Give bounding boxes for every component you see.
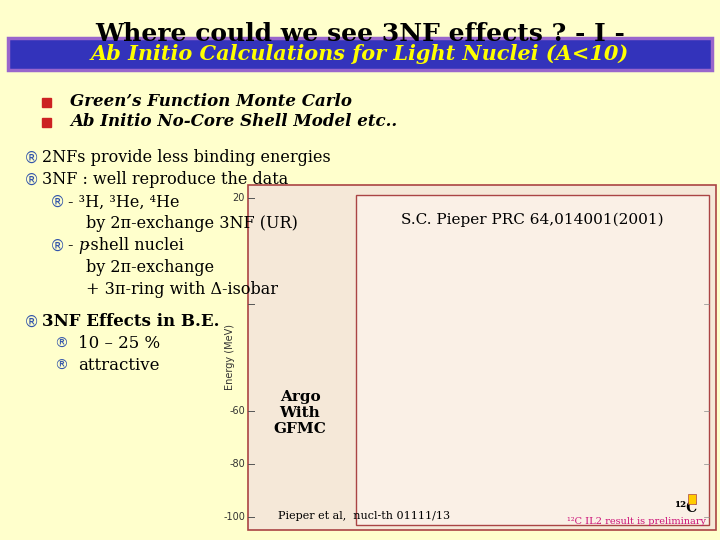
- Text: by 2π-exchange: by 2π-exchange: [86, 260, 214, 276]
- Text: 10 – 25 %: 10 – 25 %: [78, 335, 160, 353]
- Text: -: -: [68, 238, 78, 254]
- Bar: [42, 98, 51, 107]
- Text: by 2π-exchange 3NF (UR): by 2π-exchange 3NF (UR): [86, 215, 298, 233]
- Text: 3NF Effects in B.E.: 3NF Effects in B.E.: [42, 314, 220, 330]
- Bar: [8, 38, 712, 70]
- Text: 3NF : well reproduce the data: 3NF : well reproduce the data: [42, 172, 288, 188]
- Bar: [688, 494, 696, 504]
- Text: Where could we see 3NF effects ? - I -: Where could we see 3NF effects ? - I -: [95, 22, 625, 46]
- Text: ®: ®: [50, 239, 66, 253]
- Text: ®: ®: [24, 314, 40, 329]
- Text: S.C. Pieper PRC 64,014001(2001): S.C. Pieper PRC 64,014001(2001): [401, 213, 664, 227]
- Text: p: p: [78, 238, 89, 254]
- Text: With: With: [279, 406, 320, 420]
- Text: ¹²C IL2 result is preliminary: ¹²C IL2 result is preliminary: [567, 517, 706, 526]
- Text: Energy (MeV): Energy (MeV): [225, 325, 235, 390]
- Text: ®: ®: [54, 337, 68, 351]
- Text: Ab Initio Calculations for Light Nuclei (A<10): Ab Initio Calculations for Light Nuclei …: [91, 44, 629, 64]
- Text: ®: ®: [54, 359, 68, 373]
- Text: -80: -80: [229, 458, 245, 469]
- Text: -100: -100: [223, 512, 245, 522]
- Bar: [248, 185, 716, 530]
- Text: Pieper et al,  nucl-th 01111/13: Pieper et al, nucl-th 01111/13: [278, 511, 450, 521]
- Text: + 3π-ring with Δ-isobar: + 3π-ring with Δ-isobar: [86, 281, 278, 299]
- Text: ®: ®: [24, 172, 40, 187]
- Text: GFMC: GFMC: [274, 422, 326, 436]
- Text: 20: 20: [233, 193, 245, 203]
- Text: ¹²C: ¹²C: [675, 501, 698, 515]
- Text: Ab Initio No-Core Shell Model etc..: Ab Initio No-Core Shell Model etc..: [70, 113, 397, 131]
- Bar: [356, 195, 709, 525]
- Text: ®: ®: [50, 194, 66, 210]
- Text: - ³H, ³He, ⁴He: - ³H, ³He, ⁴He: [68, 193, 179, 211]
- Text: attractive: attractive: [78, 357, 160, 375]
- Bar: [42, 118, 51, 127]
- Text: Argo: Argo: [279, 390, 320, 404]
- Text: ®: ®: [24, 151, 40, 165]
- Text: -60: -60: [229, 406, 245, 416]
- Text: -shell nuclei: -shell nuclei: [85, 238, 184, 254]
- Text: 2NFs provide less binding energies: 2NFs provide less binding energies: [42, 150, 330, 166]
- Text: Green’s Function Monte Carlo: Green’s Function Monte Carlo: [70, 93, 352, 111]
